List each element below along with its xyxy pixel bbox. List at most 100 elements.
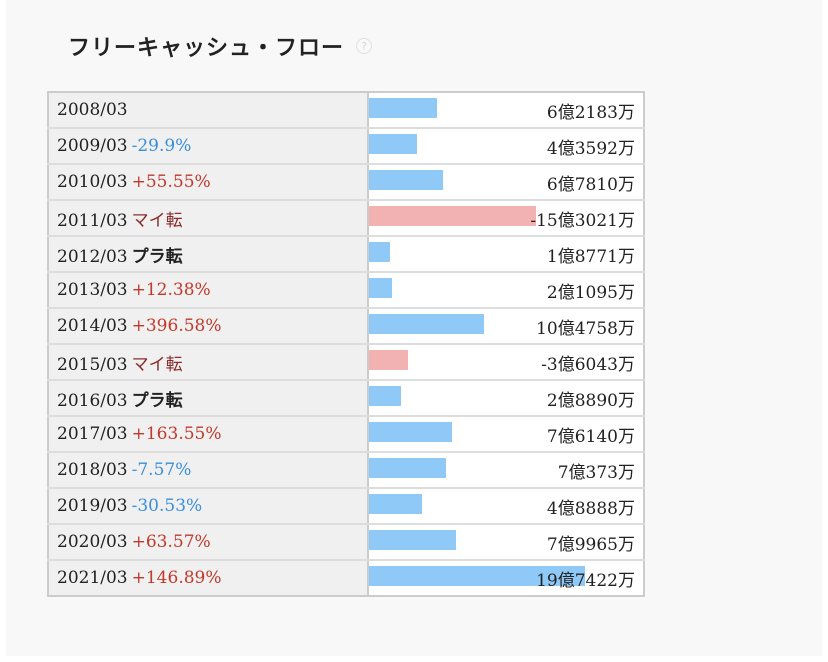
year-label: 2008/03	[57, 100, 128, 120]
value-bar	[369, 458, 446, 478]
bar-cell: 2億8890万	[368, 380, 644, 417]
bar-cell: 19億7422万	[368, 560, 644, 596]
row-label: 2018/03 -7.57%	[48, 452, 369, 489]
bar-cell: 6億2183万	[368, 92, 644, 129]
row-label: 2013/03 +12.38%	[48, 272, 369, 309]
year-label: 2021/03	[57, 568, 128, 588]
bar-cell: 6億7810万	[368, 164, 644, 201]
table-row: 2015/03 マイ転 -3億6043万	[48, 344, 644, 381]
value-bar	[369, 494, 422, 514]
change-label: +146.89%	[131, 568, 222, 588]
change-label: マイ転	[131, 354, 183, 375]
row-label: 2016/03 プラ転	[48, 380, 369, 417]
year-label: 2016/03	[57, 390, 128, 411]
value-label: 7億9965万	[546, 534, 635, 555]
value-label: 19億7422万	[536, 570, 635, 591]
change-label: +163.55%	[131, 424, 222, 444]
change-label: +12.38%	[131, 280, 211, 300]
change-label: -30.53%	[131, 496, 203, 516]
row-label: 2014/03 +396.58%	[48, 308, 369, 345]
table-row: 2021/03 +146.89% 19億7422万	[48, 560, 644, 596]
value-bar	[369, 242, 390, 262]
row-label: 2019/03 -30.53%	[48, 488, 369, 525]
row-label: 2010/03 +55.55%	[48, 164, 369, 201]
year-label: 2015/03	[57, 354, 128, 375]
value-label: 1億8771万	[546, 246, 635, 267]
bar-cell: 1億8771万	[368, 236, 644, 273]
table-row: 2010/03 +55.55% 6億7810万	[48, 164, 644, 201]
title-row: フリーキャッシュ・フロー ?	[68, 30, 373, 62]
row-label: 2015/03 マイ転	[48, 344, 369, 381]
row-label: 2011/03 マイ転	[48, 200, 369, 237]
cashflow-table: 2008/03 6億2183万 2009/03 -29.9% 4億3592万 2010/0…	[47, 91, 645, 597]
table-row: 2013/03 +12.38% 2億1095万	[48, 272, 644, 309]
bar-cell: -15億3021万	[368, 200, 644, 237]
value-label: 6億2183万	[546, 102, 635, 123]
row-label: 2017/03 +163.55%	[48, 416, 369, 453]
value-label: -3億6043万	[541, 354, 635, 375]
bar-cell: 4億3592万	[368, 128, 644, 165]
row-label: 2021/03 +146.89%	[48, 560, 369, 596]
bar-cell: 7億373万	[368, 452, 644, 489]
question-circle-icon[interactable]: ?	[356, 38, 373, 54]
value-bar	[369, 386, 401, 406]
value-bar	[369, 98, 437, 118]
value-label: 6億7810万	[546, 174, 635, 195]
change-label: プラ転	[131, 246, 183, 267]
value-label: 7億6140万	[546, 426, 635, 447]
bar-cell: 10億4758万	[368, 308, 644, 345]
year-label: 2011/03	[57, 210, 128, 231]
table-row: 2018/03 -7.57% 7億373万	[48, 452, 644, 489]
change-label: +396.58%	[131, 316, 222, 336]
row-label: 2012/03 プラ転	[48, 236, 369, 273]
table-row: 2014/03 +396.58% 10億4758万	[48, 308, 644, 345]
page-title: フリーキャッシュ・フロー	[68, 36, 345, 61]
table-row: 2020/03 +63.57% 7億9965万	[48, 524, 644, 561]
value-label: 2億1095万	[546, 282, 635, 303]
table-row: 2017/03 +163.55% 7億6140万	[48, 416, 644, 453]
bar-cell: 7億9965万	[368, 524, 644, 561]
change-label: +63.57%	[131, 532, 211, 552]
value-bar	[369, 134, 417, 154]
value-label: 7億373万	[557, 462, 635, 483]
table-row: 2011/03 マイ転 -15億3021万	[48, 200, 644, 237]
change-label: -29.9%	[131, 136, 192, 156]
value-bar	[369, 422, 452, 442]
year-label: 2009/03	[57, 136, 128, 156]
row-label: 2008/03	[48, 92, 369, 129]
value-bar	[369, 278, 392, 298]
table-row: 2009/03 -29.9% 4億3592万	[48, 128, 644, 165]
change-label: マイ転	[131, 210, 183, 231]
value-bar	[369, 314, 484, 334]
value-bar	[369, 566, 585, 586]
value-bar	[369, 206, 536, 226]
year-label: 2012/03	[57, 246, 128, 267]
year-label: 2018/03	[57, 460, 128, 480]
change-label: -7.57%	[131, 460, 192, 480]
year-label: 2014/03	[57, 316, 128, 336]
value-label: -15億3021万	[530, 210, 635, 231]
row-label: 2009/03 -29.9%	[48, 128, 369, 165]
bar-cell: 2億1095万	[368, 272, 644, 309]
year-label: 2010/03	[57, 172, 128, 192]
value-label: 10億4758万	[536, 318, 635, 339]
value-label: 2億8890万	[546, 390, 635, 411]
year-label: 2017/03	[57, 424, 128, 444]
bar-cell: 7億6140万	[368, 416, 644, 453]
year-label: 2019/03	[57, 496, 128, 516]
year-label: 2013/03	[57, 280, 128, 300]
change-label: +55.55%	[131, 172, 211, 192]
row-label: 2020/03 +63.57%	[48, 524, 369, 561]
value-bar	[369, 350, 408, 370]
table-row: 2016/03 プラ転 2億8890万	[48, 380, 644, 417]
table-row: 2019/03 -30.53% 4億8888万	[48, 488, 644, 525]
value-label: 4億8888万	[546, 498, 635, 519]
table-row: 2012/03 プラ転 1億8771万	[48, 236, 644, 273]
year-label: 2020/03	[57, 532, 128, 552]
bar-cell: -3億6043万	[368, 344, 644, 381]
bar-cell: 4億8888万	[368, 488, 644, 525]
table-row: 2008/03 6億2183万	[48, 92, 644, 129]
change-label: プラ転	[131, 390, 183, 411]
value-bar	[369, 170, 443, 190]
value-label: 4億3592万	[546, 138, 635, 159]
